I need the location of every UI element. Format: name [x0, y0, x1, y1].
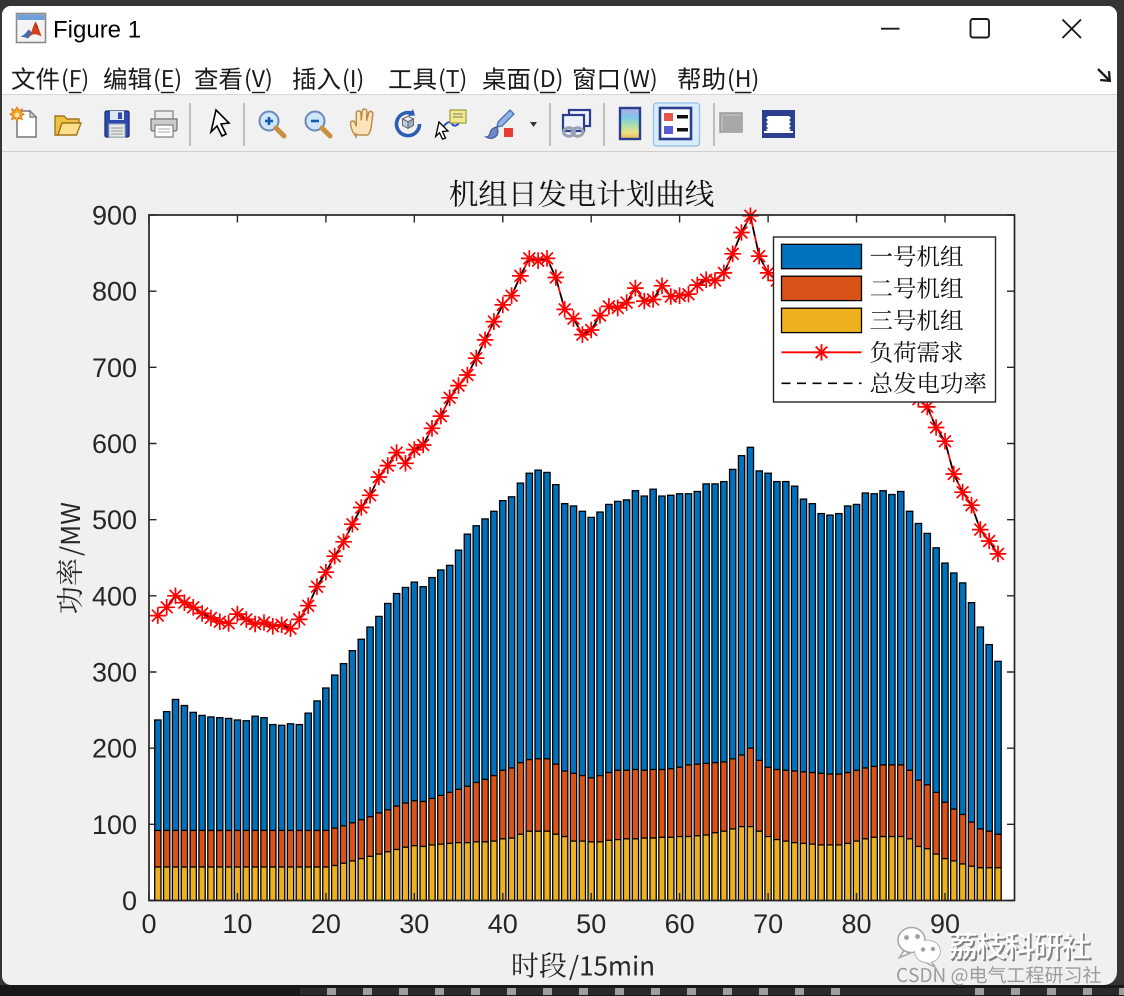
- svg-text:30: 30: [399, 909, 429, 939]
- svg-text:300: 300: [92, 658, 137, 688]
- svg-text:900: 900: [92, 201, 137, 231]
- svg-text:70: 70: [753, 909, 783, 939]
- svg-text:0: 0: [141, 909, 156, 939]
- svg-text:Figure 1: Figure 1: [53, 17, 141, 44]
- svg-text:800: 800: [92, 277, 137, 307]
- svg-text:0: 0: [122, 886, 137, 916]
- svg-text:500: 500: [92, 505, 137, 535]
- svg-text:40: 40: [488, 909, 518, 939]
- svg-text:20: 20: [311, 909, 341, 939]
- svg-text:50: 50: [576, 909, 606, 939]
- svg-text:100: 100: [92, 810, 137, 840]
- svg-text:10: 10: [222, 909, 252, 939]
- svg-text:600: 600: [92, 429, 137, 459]
- svg-text:700: 700: [92, 353, 137, 383]
- svg-text:60: 60: [665, 909, 695, 939]
- svg-text:400: 400: [92, 581, 137, 611]
- svg-text:200: 200: [92, 734, 137, 764]
- svg-text:80: 80: [841, 909, 871, 939]
